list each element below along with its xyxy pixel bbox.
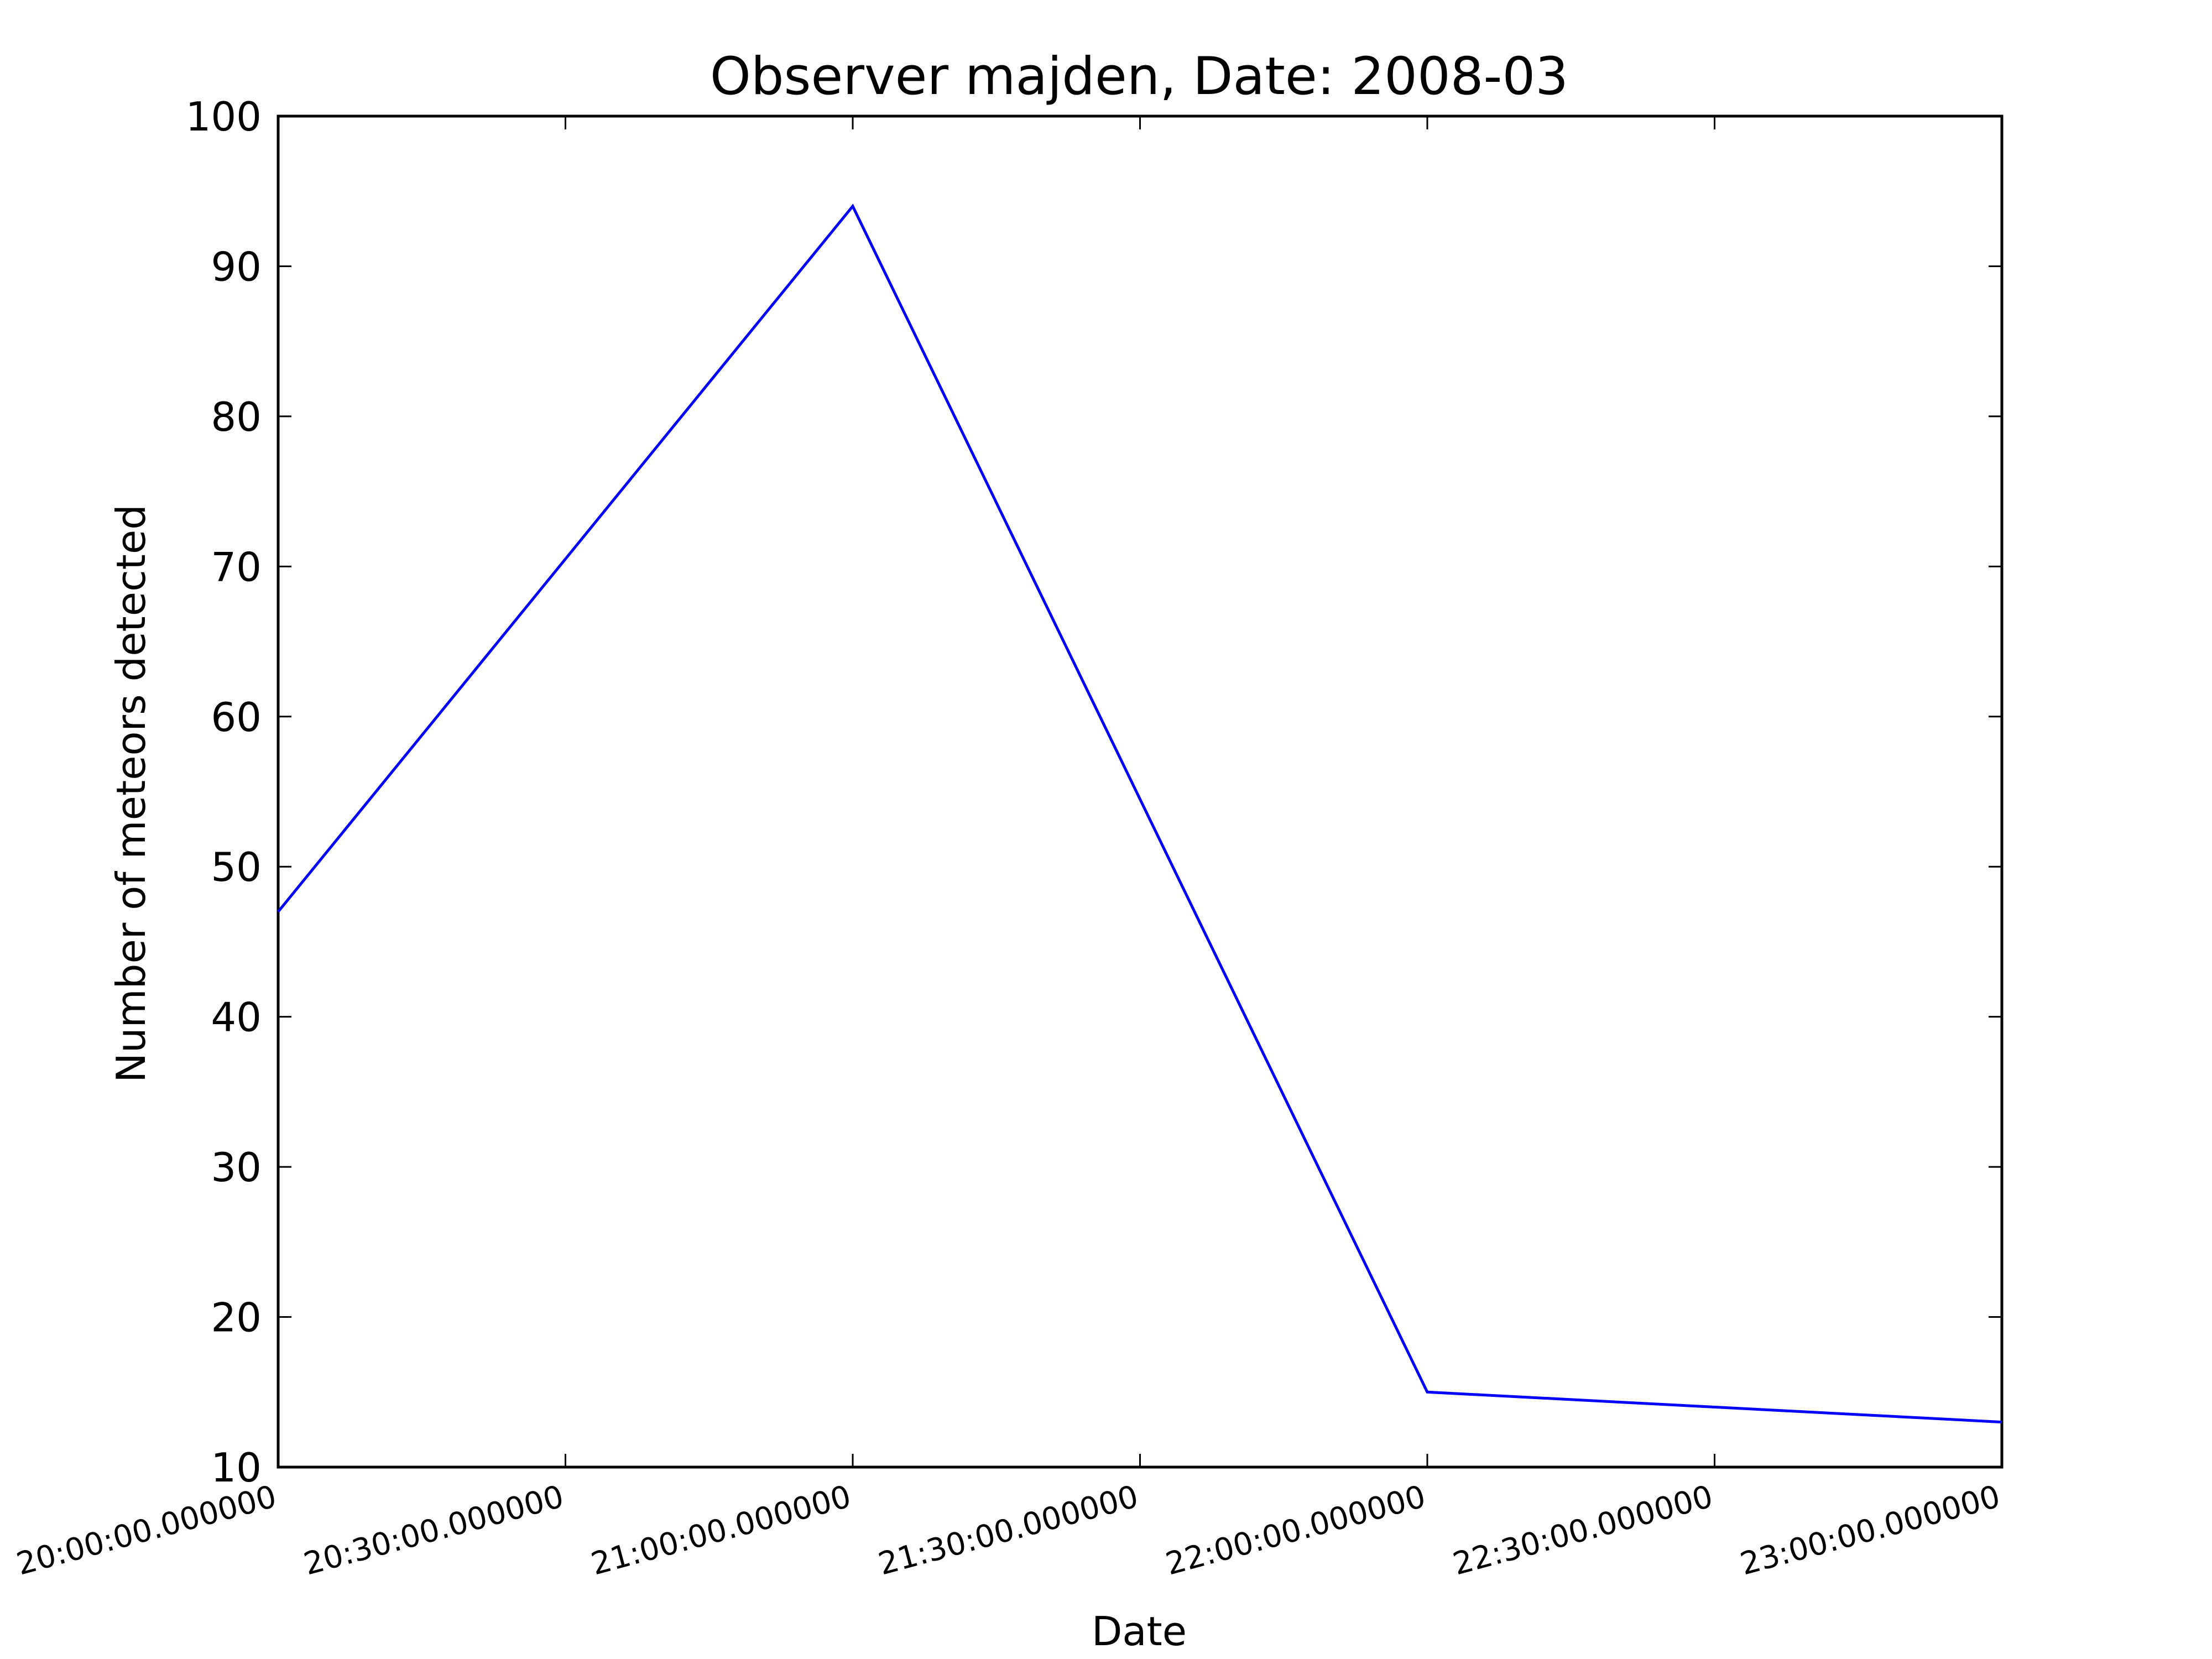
y-tick-label: 90 xyxy=(211,243,262,290)
y-axis-label: Number of meteors detected xyxy=(108,504,154,1083)
y-axis: 10 20 30 40 50 60 70 80 90 100 xyxy=(186,93,2002,1491)
y-tick-label: 80 xyxy=(211,394,262,440)
plot-frame xyxy=(276,114,2004,1469)
y-tick-label: 10 xyxy=(211,1444,262,1491)
y-tick-label: 60 xyxy=(211,694,262,740)
series-layer xyxy=(277,204,2002,1424)
y-tick-label: 30 xyxy=(211,1144,262,1191)
y-tick-label: 100 xyxy=(186,93,262,140)
y-tick-label: 70 xyxy=(211,544,262,590)
series-line-0 xyxy=(277,204,2002,1424)
x-axis-label: Date xyxy=(1092,1608,1187,1655)
chart-title: Observer majden, Date: 2008-03 xyxy=(710,46,1568,107)
y-tick-label: 20 xyxy=(211,1295,262,1341)
plot-area xyxy=(276,114,2004,1469)
y-tick-label: 50 xyxy=(211,844,262,890)
y-tick-label: 40 xyxy=(211,994,262,1041)
